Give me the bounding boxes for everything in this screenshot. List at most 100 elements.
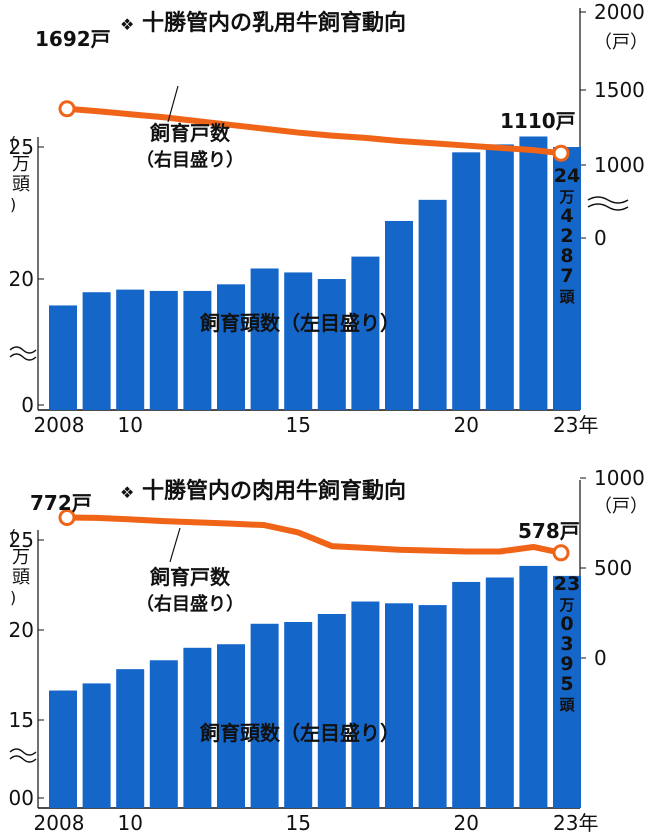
dairy-bar (553, 147, 581, 411)
dairy-x-tick-label: 2008 (34, 413, 85, 437)
dairy-bar (82, 292, 111, 410)
beef-line-series (64, 514, 564, 556)
dairy-left-tick-label: 20 (9, 267, 34, 291)
beef-left-axis-break-b (9, 755, 37, 763)
dairy-left-tick-label: 25 (9, 135, 34, 159)
dairy-right-axis-label: （戸） (594, 32, 648, 53)
beef-left-tick-label: 20 (9, 618, 34, 642)
beef-bar (284, 621, 313, 808)
beef-bar (250, 623, 279, 808)
beef-last-bar-value-char: 3 (560, 633, 573, 655)
beef-last-bar-value-char: 0 (560, 613, 573, 635)
beef-last-bar-value-char: 9 (560, 653, 573, 675)
beef-x-tick-label: 10 (117, 811, 142, 835)
beef-last-bar-value-char: 頭 (559, 696, 575, 714)
dairy-left-axis-break-b (9, 353, 37, 361)
dairy-bar (485, 144, 514, 410)
beef-chart-title: 十勝管内の肉用牛飼育動向 (142, 478, 406, 504)
dairy-right-tick-label: 1000 (594, 153, 645, 177)
dairy-line-start-marker (58, 100, 76, 118)
dairy-bar (418, 199, 447, 410)
beef-right-tick-label: 0 (594, 646, 607, 670)
dairy-bar (317, 279, 346, 410)
dairy-line-label-leader (167, 85, 179, 123)
dairy-last-bar-value-char: 7 (560, 265, 573, 287)
beef-left-axis-break-a (9, 748, 37, 756)
dairy-left-unit-char: 万 (12, 154, 30, 175)
dairy-left-unit-paren-open: ( (10, 133, 16, 152)
beef-bar (317, 613, 346, 808)
dairy-bar (149, 290, 178, 410)
dairy-line-label: 飼育戸数 (149, 121, 231, 145)
dairy-bar (250, 268, 279, 410)
dairy-bar-series-label: 飼育頭数（左目盛り） (199, 311, 400, 335)
dairy-last-bar-value-char: 4 (560, 205, 573, 227)
beef-last-bar-value-char: 万 (558, 596, 574, 614)
beef-right-tick-label: 1000 (594, 466, 645, 490)
beef-left-tick-label: 00 (9, 786, 34, 810)
dairy-x-tick-label: 15 (285, 413, 310, 437)
beef-x-tick-label: 23年 (553, 811, 598, 835)
dairy-title-icon: ❖ (120, 15, 134, 34)
dairy-x-tick-label: 20 (453, 413, 478, 437)
beef-bar (485, 577, 514, 808)
beef-title-icon: ❖ (120, 483, 134, 502)
beef-line-label-sub: （右目盛り） (136, 593, 244, 615)
beef-end-value-label: 578戸 (518, 519, 580, 543)
dairy-bar (183, 290, 212, 410)
beef-line-label-leader (169, 527, 181, 563)
dairy-bar (49, 305, 77, 410)
beef-last-bar-value-char: 5 (560, 673, 573, 695)
dairy-end-value-label: 1110戸 (500, 109, 576, 133)
dairy-right-axis-break-a (587, 196, 629, 204)
beef-bar (49, 690, 77, 808)
dairy-last-bar-value-char: 24 (554, 165, 580, 187)
dairy-chart-title: 十勝管内の乳用牛飼育動向 (142, 10, 406, 36)
dairy-x-tick-label: 23年 (553, 413, 598, 437)
beef-right-tick-label: 500 (594, 556, 632, 580)
dairy-last-bar-value-char: 頭 (559, 288, 575, 306)
beef-start-value-label: 772戸 (30, 491, 92, 515)
dairy-last-bar-value-char: 8 (560, 245, 573, 267)
dairy-left-axis-break-a (9, 346, 37, 354)
dairy-x-tick-label: 10 (117, 413, 142, 437)
dairy-last-bar-value-char: 2 (560, 225, 573, 247)
beef-bar (418, 605, 447, 808)
dairy-line-label-sub: （右目盛り） (136, 149, 244, 171)
dairy-bar (217, 284, 245, 410)
beef-x-tick-label: 20 (453, 811, 478, 835)
dairy-left-tick-label: 0 (21, 393, 34, 417)
beef-bar (149, 660, 178, 808)
beef-right-axis-label: （戸） (594, 496, 648, 517)
dairy-bar (385, 220, 413, 410)
beef-left-unit-char: 万 (12, 547, 30, 568)
beef-left-unit-char: 頭 (12, 567, 30, 588)
beef-bar (553, 575, 581, 808)
dairy-bar (116, 289, 145, 410)
beef-bar (351, 601, 380, 808)
dairy-line-end-marker (552, 144, 570, 162)
dairy-start-value-label: 1692戸 (35, 27, 111, 51)
beef-bar (385, 603, 413, 808)
dairy-bar (284, 272, 313, 410)
beef-bar (217, 644, 245, 808)
beef-line-start-marker (58, 508, 76, 526)
beef-bar-series-label: 飼育頭数（左目盛り） (199, 721, 400, 745)
beef-bar (116, 669, 145, 808)
dairy-left-unit-char: 頭 (12, 174, 30, 195)
beef-bar (82, 683, 111, 808)
beef-x-tick-label: 2008 (34, 811, 85, 835)
beef-x-tick-label: 15 (285, 811, 310, 835)
beef-bar (183, 647, 212, 808)
dairy-bar (519, 136, 548, 411)
dairy-line-series (64, 105, 564, 157)
dairy-bar (452, 152, 481, 410)
beef-bar (519, 565, 548, 808)
beef-line-end-marker (552, 544, 570, 562)
beef-last-bar-value-char: 23 (554, 573, 580, 595)
beef-left-tick-label: 15 (9, 708, 34, 732)
beef-left-tick-label: 25 (9, 528, 34, 552)
beef-left-unit-paren-open: ( (10, 526, 16, 545)
dairy-bar (351, 256, 380, 410)
